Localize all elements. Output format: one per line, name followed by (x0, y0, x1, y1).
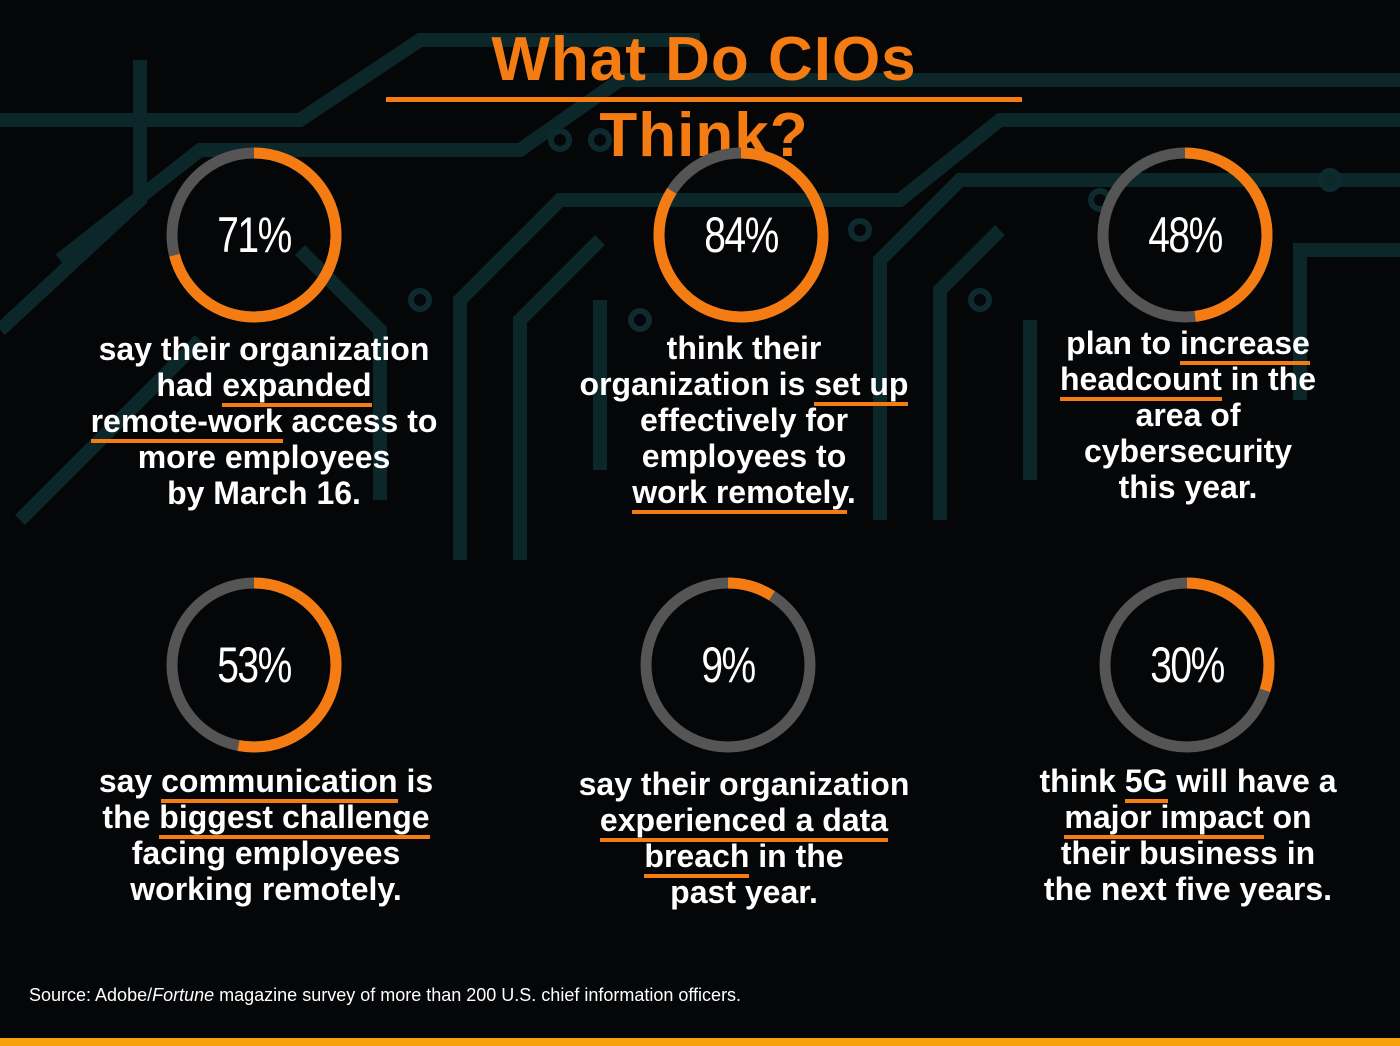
highlighted-phrase: breach (644, 838, 750, 878)
highlighted-phrase: communication (161, 763, 398, 803)
description-text: this year. (1118, 469, 1258, 505)
description-line: say their organization (534, 766, 954, 802)
stat-description: think their organization is set up effecti… (534, 330, 954, 514)
stat-description: say communication is the biggest challeng… (56, 763, 476, 907)
highlighted-phrase: remote-work (90, 403, 283, 443)
highlighted-phrase: major impact (1064, 799, 1264, 839)
percent-label: 48% (1148, 207, 1223, 263)
description-line: the next five years. (978, 871, 1398, 907)
stat-description: think 5G will have a major impact on their… (978, 763, 1398, 907)
description-line: facing employees (56, 835, 476, 871)
donut-chart: 9% (638, 575, 818, 755)
description-text: had (156, 367, 223, 403)
highlighted-phrase: headcount (1060, 361, 1222, 401)
source-publication: Fortune (152, 985, 215, 1005)
donut-chart: 84% (651, 145, 831, 325)
highlighted-phrase: expanded (222, 367, 372, 407)
description-line: work remotely. (534, 474, 954, 514)
stat-description: say their organization had expanded remote… (54, 331, 474, 511)
highlighted-phrase: experienced a data (599, 802, 889, 842)
description-text: will have a (1167, 763, 1337, 799)
description-line: effectively for (534, 402, 954, 438)
donut-value-arc (166, 577, 342, 753)
description-text: employees to (641, 438, 847, 474)
donut-value-arc (653, 147, 829, 323)
highlighted-phrase: set up (814, 366, 909, 406)
percent-label: 71% (217, 207, 292, 263)
donut-value-arc (166, 147, 342, 323)
description-text: past year. (670, 874, 818, 910)
percent-label: 53% (217, 637, 292, 693)
description-line: think 5G will have a (978, 763, 1398, 803)
description-text: the next five years. (1043, 871, 1333, 907)
description-line: working remotely. (56, 871, 476, 907)
description-line: major impact on (978, 799, 1398, 839)
percent-label: 84% (704, 207, 779, 263)
description-text: by March 16. (167, 475, 361, 511)
highlighted-phrase: biggest challenge (159, 799, 430, 839)
description-line: area of (978, 397, 1398, 433)
description-text: say (98, 763, 162, 799)
description-line: plan to increase (978, 325, 1398, 365)
description-text: on (1263, 799, 1312, 835)
source-suffix: magazine survey of more than 200 U.S. ch… (214, 985, 742, 1005)
description-text: area of (1135, 397, 1241, 433)
description-line: think their (534, 330, 954, 366)
donut-value-arc (1097, 147, 1273, 323)
description-text: more employees (137, 439, 391, 475)
description-text: access to (282, 403, 438, 439)
description-line: remote-work access to (54, 403, 474, 443)
donut-value-arc (1099, 577, 1275, 753)
description-line: say communication is (56, 763, 476, 803)
description-text: plan to (1066, 325, 1180, 361)
description-text: working remotely. (130, 871, 402, 907)
description-line: past year. (534, 874, 954, 910)
description-line: their business in (978, 835, 1398, 871)
description-text: say their organization (98, 331, 430, 367)
description-text: think their (666, 330, 822, 366)
description-line: cybersecurity (978, 433, 1398, 469)
description-line: had expanded (54, 367, 474, 407)
stat-description: say their organization experienced a data… (534, 766, 954, 910)
source-note: Source: Adobe/Fortune magazine survey of… (29, 985, 741, 1006)
description-text: facing employees (131, 835, 401, 871)
donut-chart: 48% (1095, 145, 1275, 325)
description-text: effectively for (639, 402, 849, 438)
highlighted-phrase: 5G (1124, 763, 1168, 803)
description-text: their business in (1060, 835, 1316, 871)
description-text: is (397, 763, 434, 799)
description-text: think (1039, 763, 1125, 799)
description-line: headcount in the (978, 361, 1398, 401)
title-underline (386, 97, 1022, 102)
description-text: cybersecurity (1083, 433, 1293, 469)
donut-chart: 71% (164, 145, 344, 325)
percent-label: 30% (1150, 637, 1225, 693)
highlighted-phrase: work remotely (632, 474, 847, 514)
highlighted-phrase: increase (1179, 325, 1310, 365)
description-line: experienced a data (534, 802, 954, 842)
source-prefix: Source: Adobe/ (29, 985, 153, 1005)
description-line: say their organization (54, 331, 474, 367)
description-text: the (102, 799, 160, 835)
bottom-accent-bar (0, 1038, 1400, 1046)
percent-label: 9% (701, 637, 756, 693)
donut-chart: 53% (164, 575, 344, 755)
description-text: in the (1221, 361, 1316, 397)
description-text: in the (749, 838, 844, 874)
description-text: . (846, 474, 856, 510)
description-line: breach in the (534, 838, 954, 878)
page-title: What Do CIOs Think? (491, 25, 917, 170)
description-line: the biggest challenge (56, 799, 476, 839)
description-line: more employees (54, 439, 474, 475)
description-line: this year. (978, 469, 1398, 505)
donut-value-arc (640, 577, 816, 753)
stat-description: plan to increase headcount in the area of c… (978, 325, 1398, 505)
description-text: say their organization (578, 766, 910, 802)
description-text: organization is (579, 366, 815, 402)
description-line: employees to (534, 438, 954, 474)
description-line: by March 16. (54, 475, 474, 511)
donut-chart: 30% (1097, 575, 1277, 755)
description-line: organization is set up (534, 366, 954, 406)
